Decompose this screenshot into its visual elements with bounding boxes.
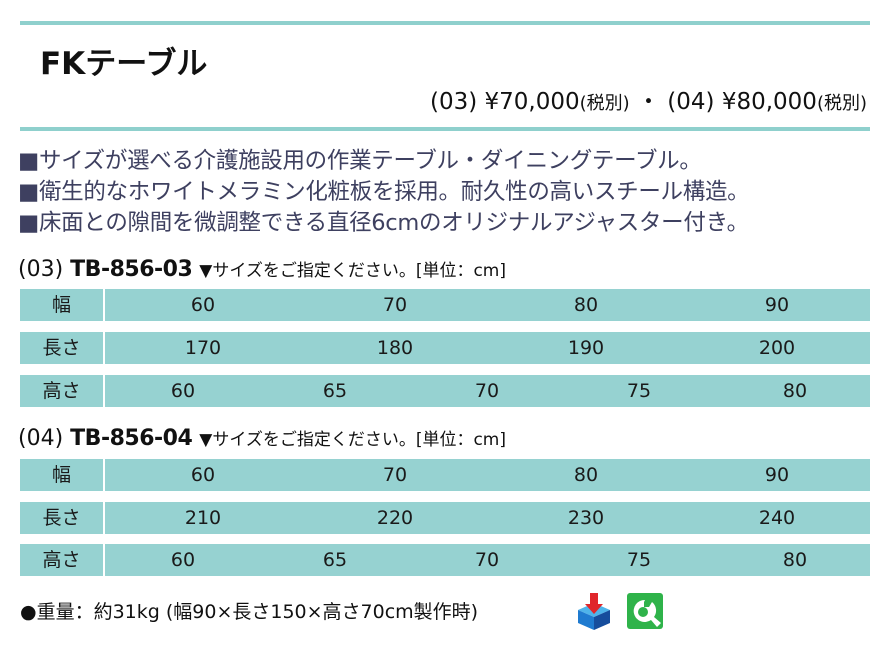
size-option[interactable]: 90 — [764, 464, 790, 486]
model-code: TB-856-04 — [70, 426, 193, 451]
size-row-height: 高さ 60 65 70 75 80 — [20, 375, 870, 407]
feature-item: ■床面との隙間を微調整できる直径6cmのオリジナルアジャスター付き。 — [18, 210, 749, 236]
price-separator: ・ — [636, 89, 660, 115]
row-label: 長さ — [20, 502, 105, 534]
size-row-length: 長さ 170 180 190 200 — [20, 332, 870, 364]
size-option[interactable]: 70 — [382, 294, 408, 316]
row-values: 210 220 230 240 — [105, 502, 870, 534]
price-04-tax: (税別) — [816, 93, 867, 114]
maintenance-wrench-icon[interactable] — [627, 593, 663, 629]
row-values: 60 65 70 75 80 — [105, 375, 870, 407]
price-04-amount: ¥80,000 — [721, 89, 817, 115]
size-option[interactable]: 80 — [573, 294, 599, 316]
price-04-model: (04) — [667, 89, 715, 115]
size-option[interactable]: 80 — [782, 549, 808, 571]
feature-item: ■衛生的なホワイトメラミン化粧板を採用。耐久性の高いスチール構造。 — [18, 179, 750, 205]
row-label: 幅 — [20, 289, 105, 321]
download-box-icon[interactable] — [576, 593, 612, 630]
size-option[interactable]: 80 — [782, 380, 808, 402]
size-option[interactable]: 210 — [184, 507, 222, 529]
size-option[interactable]: 180 — [376, 337, 414, 359]
size-option[interactable]: 90 — [764, 294, 790, 316]
feature-list: ■サイズが選べる介護施設用の作業テーブル・ダイニングテーブル。 ■衛生的なホワイ… — [18, 146, 750, 239]
model-code: TB-856-03 — [70, 257, 193, 282]
size-row-width: 幅 60 70 80 90 — [20, 289, 870, 321]
size-note: ▼サイズをご指定ください。[単位：cm] — [199, 430, 506, 450]
size-option[interactable]: 170 — [184, 337, 222, 359]
model-prefix: (03) — [18, 257, 64, 282]
model-prefix: (04) — [18, 426, 64, 451]
row-values: 60 70 80 90 — [105, 459, 870, 491]
size-option[interactable]: 75 — [626, 380, 652, 402]
row-label: 高さ — [20, 375, 105, 407]
size-option[interactable]: 240 — [758, 507, 796, 529]
size-option[interactable]: 75 — [626, 549, 652, 571]
price-03-tax: (税別) — [579, 93, 630, 114]
size-option[interactable]: 70 — [382, 464, 408, 486]
size-option[interactable]: 200 — [758, 337, 796, 359]
row-label: 高さ — [20, 544, 105, 576]
model-04-heading: (04) TB-856-04 ▼サイズをご指定ください。[単位：cm] — [18, 425, 506, 451]
row-label: 長さ — [20, 332, 105, 364]
price-03-amount: ¥70,000 — [484, 89, 580, 115]
size-option[interactable]: 70 — [474, 380, 500, 402]
product-title: FKテーブル — [40, 46, 208, 82]
row-values: 170 180 190 200 — [105, 332, 870, 364]
feature-item: ■サイズが選べる介護施設用の作業テーブル・ダイニングテーブル。 — [18, 148, 702, 174]
model-03-heading: (03) TB-856-03 ▼サイズをご指定ください。[単位：cm] — [18, 256, 506, 282]
size-option[interactable]: 65 — [322, 549, 348, 571]
size-note: ▼サイズをご指定ください。[単位：cm] — [199, 261, 506, 281]
size-option[interactable]: 80 — [573, 464, 599, 486]
weight-spec: ●重量：約31kg (幅90×長さ150×高さ70cm製作時) — [20, 601, 479, 623]
size-option[interactable]: 190 — [567, 337, 605, 359]
top-divider — [20, 21, 870, 25]
size-option[interactable]: 60 — [190, 294, 216, 316]
row-values: 60 65 70 75 80 — [105, 544, 870, 576]
size-option[interactable]: 70 — [474, 549, 500, 571]
size-row-width: 幅 60 70 80 90 — [20, 459, 870, 491]
size-option[interactable]: 65 — [322, 380, 348, 402]
size-option[interactable]: 60 — [170, 549, 196, 571]
size-row-length: 長さ 210 220 230 240 — [20, 502, 870, 534]
size-option[interactable]: 60 — [170, 380, 196, 402]
row-values: 60 70 80 90 — [105, 289, 870, 321]
size-row-height: 高さ 60 65 70 75 80 — [20, 544, 870, 576]
size-option[interactable]: 230 — [567, 507, 605, 529]
size-option[interactable]: 220 — [376, 507, 414, 529]
header-bottom-divider — [20, 127, 870, 131]
price-03-model: (03) — [429, 89, 478, 115]
price-line: (03) ¥70,000(税別) ・ (04) ¥80,000(税別) — [430, 82, 867, 116]
row-label: 幅 — [20, 459, 105, 491]
size-option[interactable]: 60 — [190, 464, 216, 486]
